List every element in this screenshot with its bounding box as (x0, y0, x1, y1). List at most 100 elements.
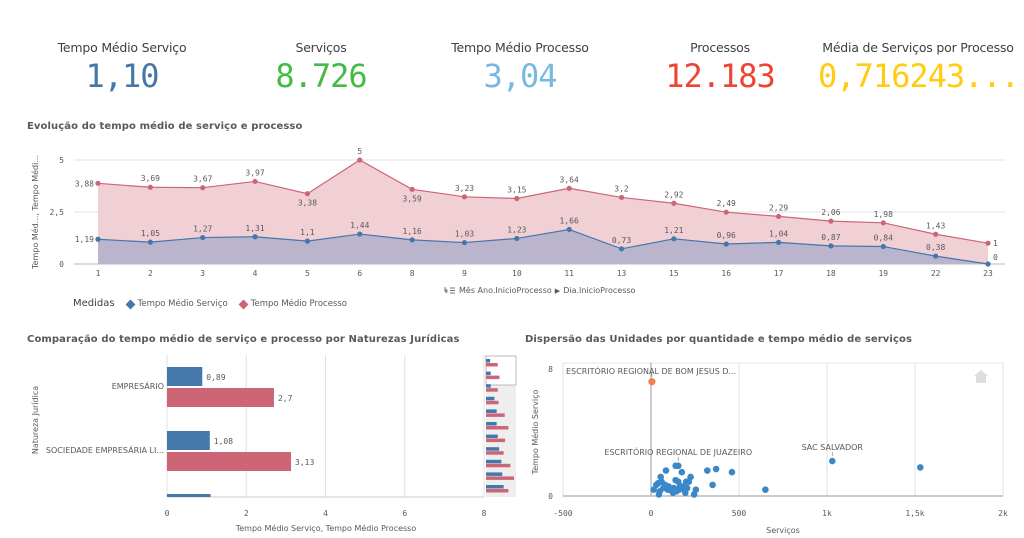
kpi-tempo-medio-processo[interactable]: Tempo Médio Processo 3,04 (430, 40, 610, 95)
home-icon[interactable] (974, 370, 988, 383)
scatter-point-highlight (648, 378, 656, 386)
minimap-bar-processo (486, 489, 509, 493)
scatter-point (728, 468, 736, 476)
line-tempo-medio-servico (97, 228, 989, 265)
x-tick-label: 10 (512, 269, 522, 278)
category-label: EMPRESÁRIO (112, 380, 164, 391)
y-axis-label: Natureza Jurídica (31, 386, 40, 454)
x-tick-label: 1 (96, 269, 101, 278)
data-label-processo: 3,23 (455, 184, 474, 193)
kpi-value: 8.726 (275, 57, 367, 95)
data-point-processo (95, 180, 101, 186)
data-label-processo: 3,2 (614, 184, 629, 193)
x-tick-label: 4 (253, 269, 258, 278)
drilldown-level-2: Dia.InicioProcesso (563, 286, 636, 295)
data-point-servico (671, 236, 677, 242)
scatter-point (682, 478, 690, 486)
x-tick-label: 2 (148, 269, 153, 278)
data-label-servico: 1,03 (455, 230, 474, 239)
minimap-bar-processo (486, 438, 506, 443)
bar-label-processo: 3,13 (295, 458, 314, 467)
minimap-bar-servico (486, 409, 497, 413)
data-point-servico (304, 238, 311, 244)
data-label-processo: 3,97 (245, 168, 264, 177)
data-label-servico: 1,05 (141, 229, 160, 238)
scatter-point (650, 486, 657, 493)
y-tick-label: 0 (548, 492, 553, 501)
y-axis-label: Tempo Méd..., Tempo Médi... (30, 155, 40, 270)
plot-area (562, 362, 1004, 497)
kpi-value: 12.183 (665, 57, 776, 95)
data-point-servico (933, 253, 939, 259)
data-label-processo: 2,49 (717, 199, 736, 208)
y-tick-label: 2,5 (50, 208, 65, 217)
minimap-bar-servico (486, 396, 495, 401)
scatter-point (662, 467, 670, 474)
bar-tempo-medio-servico (167, 367, 203, 386)
data-label-processo: 3,38 (298, 199, 317, 208)
data-point-servico (828, 243, 834, 249)
x-tick-label: 4 (323, 509, 328, 518)
y-tick-label: 5 (59, 156, 64, 165)
bar-label-processo: 2,7 (278, 394, 293, 403)
data-label-processo: 3,67 (193, 175, 212, 184)
scatter-point (668, 487, 676, 495)
minimap-bar-servico (486, 434, 498, 439)
y-axis-label: Tempo Médio Serviço (530, 389, 540, 475)
bar-chart-title: Comparação do tempo médio de serviço e p… (27, 334, 460, 345)
legend-title: Medidas (73, 298, 115, 309)
data-point-servico (566, 226, 572, 233)
x-tick-label: 1,5k (905, 509, 924, 518)
data-point-processo (409, 186, 415, 192)
drilldown-path[interactable]: Mês Ano.InicioProcesso ▶ Dia.InicioProce… (444, 286, 635, 295)
data-point-servico (775, 239, 782, 245)
legend-item-processo[interactable]: Tempo Médio Processo (238, 299, 347, 309)
data-label-servico: 1,21 (664, 226, 683, 235)
minimap-viewport (485, 355, 517, 386)
kpi-tempo-medio-servico[interactable]: Tempo Médio Serviço 1,10 (32, 40, 212, 95)
minimap-bar-processo (486, 363, 498, 367)
data-label-processo: 1 (993, 239, 998, 248)
scatter-point (704, 467, 711, 474)
x-tick-label: 19 (878, 269, 888, 278)
data-label-processo: 3,64 (560, 175, 579, 184)
line-chart[interactable]: 0 2,5 5 Tempo Méd..., Tempo Médi... 3,88 3,69… (0, 0, 1024, 300)
x-tick-label: 22 (931, 269, 941, 278)
x-tick-label: 23 (983, 269, 993, 278)
x-tick-label: 2 (244, 509, 249, 518)
data-label-processo: 1,43 (926, 221, 945, 230)
kpi-servicos[interactable]: Serviços 8.726 (231, 40, 411, 95)
kpi-processos[interactable]: Processos 12.183 (630, 40, 810, 95)
bar-chart[interactable]: 0 2 4 6 8 Tempo Médio Serviço, Tempo Médio Pr… (0, 0, 520, 538)
data-point-processo (514, 195, 520, 202)
point-label: SAC SALVADOR (802, 443, 864, 452)
data-point-servico (200, 234, 206, 241)
bar-tempo-medio-processo (167, 388, 274, 407)
data-label-servico: 1,04 (769, 229, 788, 238)
data-label-processo: 3,69 (141, 174, 160, 183)
x-tick-label: 16 (721, 269, 731, 278)
minimap-bar-processo (486, 476, 514, 480)
data-label-servico: 1,44 (350, 221, 369, 230)
legend-label: Tempo Médio Serviço (137, 299, 228, 309)
y-tick-label: 0 (59, 260, 64, 269)
kpi-media-servicos-por-processo[interactable]: Média de Serviços por Processo 0,716243.… (818, 40, 1020, 95)
minimap-bar-servico (486, 371, 491, 376)
kpi-label: Serviços (295, 40, 347, 55)
minimap-bar-servico (486, 447, 500, 451)
x-tick-label: 11 (564, 269, 574, 278)
data-point-servico (618, 246, 625, 252)
scatter-point (709, 481, 716, 489)
legend-item-servico[interactable]: Tempo Médio Serviço (125, 299, 228, 309)
x-axis-label: Tempo Médio Serviço, Tempo Médio Process… (235, 523, 417, 533)
data-label-servico: 0,73 (612, 236, 631, 245)
kpi-value: 0,716243... (818, 57, 1020, 95)
data-point-processo (357, 157, 363, 163)
minimap-bar-processo (486, 413, 505, 417)
drilldown-level-1: Mês Ano.InicioProcesso (459, 286, 552, 295)
data-point-servico (514, 235, 520, 242)
x-tick-label: 8 (410, 269, 415, 278)
minimap-bar-servico (486, 472, 503, 476)
scatter-point (762, 486, 769, 493)
